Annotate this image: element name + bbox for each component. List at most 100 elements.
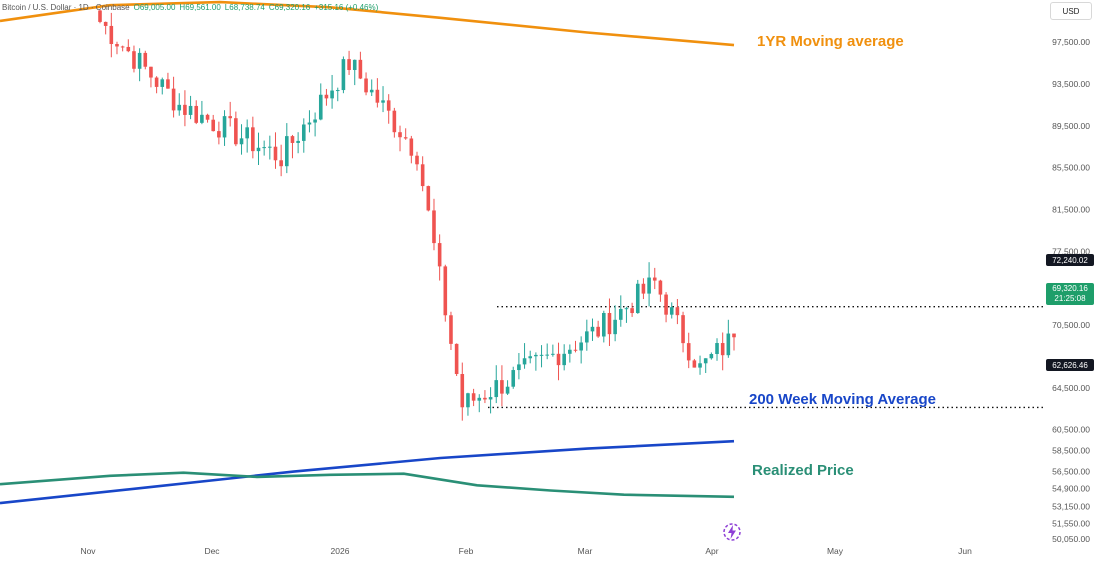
candle-body <box>635 283 640 314</box>
candle-body <box>494 380 499 398</box>
candle-body <box>483 397 487 400</box>
y-tick-label: 51,550.00 <box>1052 519 1090 529</box>
candle-body <box>460 374 465 408</box>
candle-body <box>262 147 266 149</box>
candle-body <box>330 90 334 99</box>
candle-body <box>183 104 187 115</box>
candle-body <box>290 136 295 143</box>
candle-body <box>437 243 442 267</box>
candle-body <box>618 308 623 320</box>
candle-body <box>211 119 216 132</box>
x-tick-label: 2026 <box>331 546 350 556</box>
last-price-value: 69,320.16 <box>1052 284 1088 293</box>
y-tick-label: 70,500.00 <box>1052 320 1090 330</box>
candle-body <box>285 136 289 167</box>
y-tick-label: 81,500.00 <box>1052 205 1090 215</box>
candle-body <box>511 370 516 387</box>
candle-body <box>234 118 238 145</box>
series-line <box>0 439 735 505</box>
candle-body <box>545 354 549 356</box>
lightning-icon[interactable] <box>722 522 742 542</box>
candlesticks <box>98 9 736 421</box>
candle-body <box>381 100 385 103</box>
candle-body <box>658 280 663 295</box>
x-tick-label: Apr <box>705 546 718 556</box>
candle-body <box>301 124 306 141</box>
candle-body <box>528 356 533 359</box>
candle-body <box>426 186 431 211</box>
candle-body <box>573 349 578 351</box>
candle-body <box>409 138 414 156</box>
x-tick-label: Mar <box>578 546 593 556</box>
candle-body <box>98 10 102 22</box>
candle-body <box>143 52 148 67</box>
y-tick-label: 64,500.00 <box>1052 383 1090 393</box>
candle-body <box>228 116 232 119</box>
candle-body <box>703 358 708 364</box>
candle-body <box>715 343 719 355</box>
countdown-value: 21:25:08 <box>1054 294 1086 303</box>
annotation-realized-price: Realized Price <box>752 462 854 479</box>
candle-body <box>109 25 114 45</box>
x-tick-label: Dec <box>204 546 220 556</box>
candle-body <box>477 397 482 401</box>
candle-body <box>177 104 182 111</box>
candle-body <box>200 114 204 123</box>
candle-body <box>222 116 227 138</box>
x-axis: Nov Dec 2026 Feb Mar Apr May Jun <box>80 546 972 556</box>
candle-body <box>239 138 244 145</box>
candle-body <box>364 78 368 93</box>
annotation-200w-ma: 200 Week Moving Average <box>749 391 937 408</box>
low-value: L68,738.74 <box>224 2 265 12</box>
candle-body <box>375 89 380 103</box>
candle-body <box>539 354 544 356</box>
candle-body <box>279 160 283 167</box>
candle-body <box>132 51 136 69</box>
candle-body <box>188 105 193 115</box>
candle-body <box>403 137 408 139</box>
candle-body <box>296 140 300 143</box>
candle-body <box>454 343 459 375</box>
candle-body <box>681 315 685 344</box>
candle-body <box>698 363 702 368</box>
candle-body <box>579 342 583 351</box>
candle-body <box>613 319 617 335</box>
candle-body <box>115 44 119 47</box>
x-tick-label: Feb <box>459 546 474 556</box>
candle-body <box>245 127 249 139</box>
candle-body <box>398 132 402 138</box>
close-value: C69,320.16 <box>268 2 311 12</box>
candle-body <box>562 353 566 366</box>
candle-body <box>443 266 448 316</box>
candle-body <box>149 66 153 78</box>
candle-body <box>432 210 436 244</box>
currency-button[interactable]: USD <box>1050 2 1092 20</box>
candle-body <box>268 146 272 148</box>
y-tick-label: 97,500.00 <box>1052 37 1090 47</box>
x-tick-label: Nov <box>80 546 96 556</box>
open-value: O69,005.00 <box>133 2 176 12</box>
candle-body <box>534 354 538 357</box>
candle-body <box>358 59 363 79</box>
change-value: +315.16 (+0.46%) <box>314 2 379 12</box>
candle-body <box>341 59 346 91</box>
candle-body <box>590 326 595 332</box>
candle-body <box>392 110 397 133</box>
candle-body <box>726 333 731 356</box>
candle-body <box>624 308 629 310</box>
candle-body <box>692 360 697 368</box>
candle-body <box>335 90 340 92</box>
annotation-1yr-ma: 1YR Moving average <box>757 33 904 50</box>
candle-body <box>137 52 142 69</box>
candle-body <box>251 127 255 152</box>
candle-body <box>126 46 131 52</box>
candle-body <box>352 59 357 71</box>
candle-body <box>596 326 600 337</box>
candle-body <box>318 94 323 120</box>
candle-body <box>273 146 278 161</box>
y-tick-label: 77,500.00 <box>1052 247 1090 257</box>
candle-body <box>517 364 521 371</box>
candle-body <box>641 283 646 294</box>
candle-body <box>120 46 125 48</box>
